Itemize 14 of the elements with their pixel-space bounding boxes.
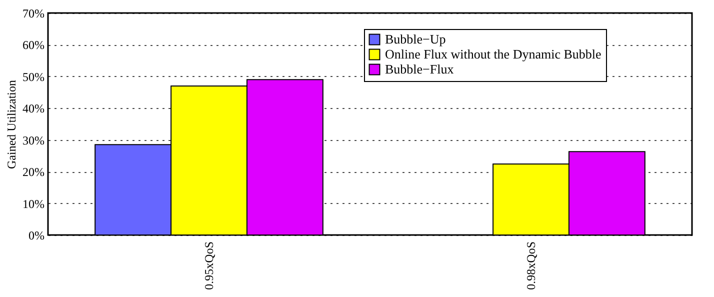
y-tick-label: 30% [22,133,44,148]
y-tick-label: 60% [22,38,44,52]
y-tick-label: 50% [22,70,44,84]
x-tick-label: 0.98xQoS [524,242,538,290]
x-tick-label: 0.95xQoS [202,242,216,290]
y-axis-title: Gained Utilization [4,80,19,169]
y-tick-label: 70% [22,6,44,20]
legend-label: Online Flux without the Dynamic Bubble [385,46,602,62]
y-tick-label: 10% [22,196,44,211]
y-tick-label: 40% [22,102,44,116]
legend-label: Bubble−Up [385,32,446,46]
y-tick-label: 20% [22,165,44,180]
legend-label: Bubble−Flux [385,62,454,76]
y-tick-label: 0% [28,228,44,242]
